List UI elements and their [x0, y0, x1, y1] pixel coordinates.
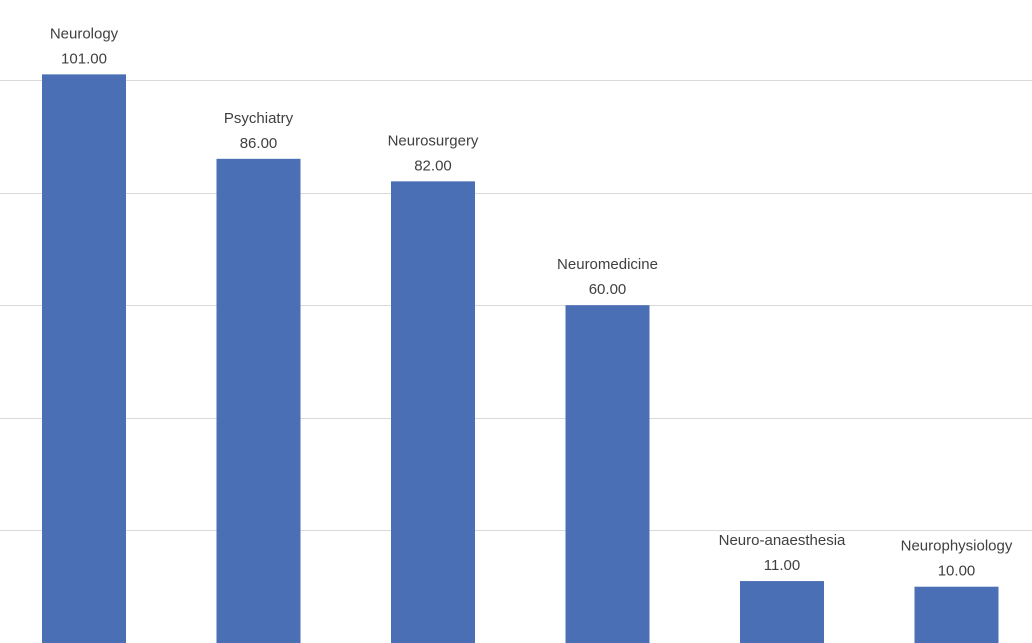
bar-neuromedicine	[565, 305, 650, 643]
bar-neurosurgery	[391, 181, 475, 643]
value-label-neurology: 101.00	[61, 50, 107, 67]
category-label-neurophysiology: Neurophysiology	[901, 538, 1013, 555]
value-label-neuromedicine: 60.00	[589, 281, 627, 298]
value-label-neurophysiology: 10.00	[938, 563, 976, 580]
value-label-psychiatry: 86.00	[240, 135, 278, 152]
value-label-neurosurgery: 82.00	[414, 157, 452, 174]
bar-labels: 101.00 Neurology 86.00 Psychiatry 82.00 Neuro…	[50, 25, 1013, 579]
category-label-neurology: Neurology	[50, 25, 119, 42]
bar-neuro-anaesthesia	[740, 581, 824, 643]
gridlines	[0, 80, 1032, 531]
category-label-neuromedicine: Neuromedicine	[557, 256, 658, 273]
value-label-neuro-anaesthesia: 11.00	[764, 557, 800, 574]
category-label-neuro-anaesthesia: Neuro-anaesthesia	[719, 532, 846, 549]
bars	[42, 74, 999, 643]
bar-psychiatry	[216, 158, 301, 643]
category-label-neurosurgery: Neurosurgery	[388, 132, 479, 149]
bar-neurophysiology	[914, 586, 999, 643]
category-label-psychiatry: Psychiatry	[224, 110, 294, 127]
bar-neurology	[42, 74, 126, 643]
